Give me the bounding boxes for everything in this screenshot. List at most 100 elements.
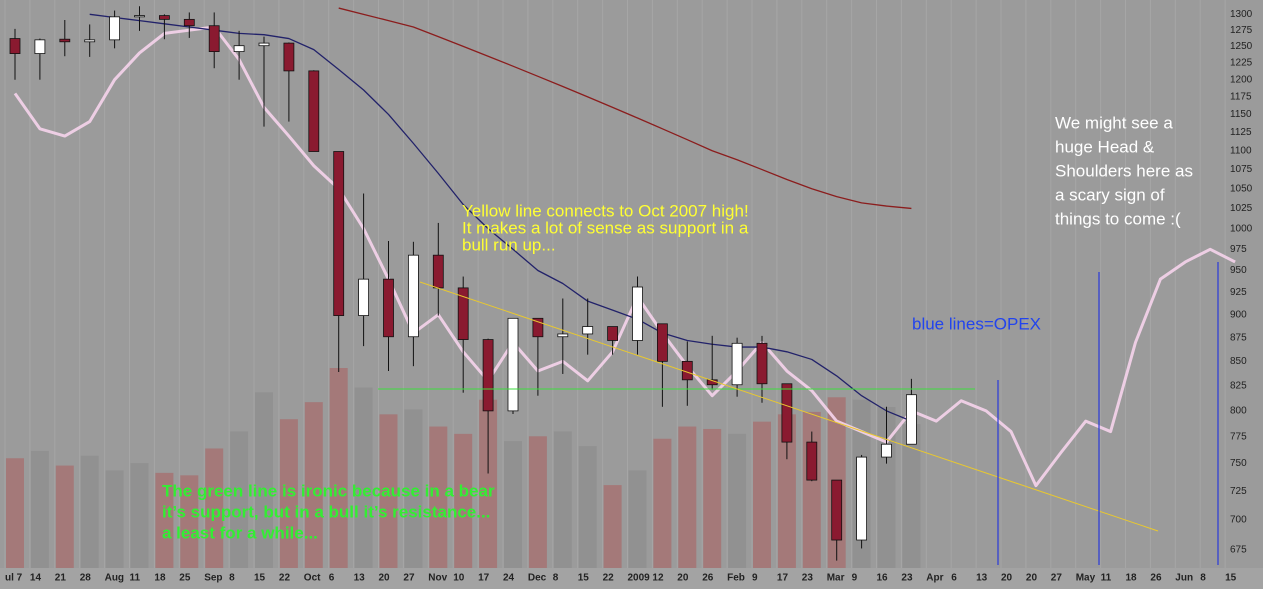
x-tick-label: 13 xyxy=(976,573,988,584)
candle-body xyxy=(457,287,469,340)
x-tick-label: 9 xyxy=(852,573,858,584)
x-tick-label: 8 xyxy=(1200,573,1206,584)
volume-bar xyxy=(155,472,174,568)
volume-bar xyxy=(479,399,498,568)
y-tick-label: 925 xyxy=(1230,287,1247,298)
candle-body xyxy=(881,443,892,458)
volume-bar xyxy=(504,441,522,568)
candle-body xyxy=(582,326,594,335)
annotations: Yellow line connects to Oct 2007 high!It… xyxy=(162,113,1193,542)
x-tick-label: Sep xyxy=(204,573,222,584)
x-tick-label: 25 xyxy=(179,573,191,584)
candle-body xyxy=(84,39,96,43)
volume-bar xyxy=(528,436,547,568)
annotation-blue: blue lines=OPEX xyxy=(912,314,1041,333)
annotation-yellow: Yellow line connects to Oct 2007 high! xyxy=(462,201,749,220)
x-tick-label: Aug xyxy=(105,573,124,584)
x-tick-label: 8 xyxy=(553,573,559,584)
candle-body xyxy=(407,254,419,338)
x-tick-label: Apr xyxy=(926,573,943,584)
x-tick-label: 15 xyxy=(254,573,266,584)
x-tick-label: 24 xyxy=(503,573,515,584)
volume-bar xyxy=(454,433,473,568)
volume-bar xyxy=(902,424,921,568)
x-tick-label: 20 xyxy=(677,573,689,584)
candle-body xyxy=(806,441,818,481)
candle-body xyxy=(358,278,370,316)
x-tick-label: 11 xyxy=(1101,573,1112,584)
y-tick-label: 725 xyxy=(1230,486,1247,497)
x-tick-label: 12 xyxy=(652,573,664,584)
x-tick-label: 20 xyxy=(1001,573,1013,584)
x-tick-label: Oct xyxy=(304,573,321,584)
x-tick-label: 17 xyxy=(777,573,789,584)
y-tick-label: 1100 xyxy=(1230,145,1252,156)
x-tick-label: Feb xyxy=(727,573,745,584)
y-tick-label: 1150 xyxy=(1230,109,1252,120)
candle-body xyxy=(59,38,71,43)
volume-bar xyxy=(105,470,124,568)
volume-bar xyxy=(130,463,149,568)
volume-bar xyxy=(578,446,597,568)
volume-bar xyxy=(180,475,199,568)
y-tick-label: 1300 xyxy=(1230,9,1253,20)
y-tick-label: 950 xyxy=(1230,265,1247,276)
annotation-white: a scary sign of xyxy=(1055,185,1165,204)
x-tick-label: 20 xyxy=(379,573,391,584)
y-tick-label: 1200 xyxy=(1230,74,1253,85)
candle-body xyxy=(158,15,170,20)
candle-body xyxy=(109,16,120,41)
volume-bar xyxy=(329,368,348,568)
x-tick-label: 27 xyxy=(403,573,415,584)
line-ma50 xyxy=(89,13,912,422)
candle-body xyxy=(756,342,768,385)
candle-body xyxy=(632,286,643,341)
yellow-trendline xyxy=(419,281,1159,532)
y-tick-label: 1250 xyxy=(1230,41,1253,52)
x-tick-label: 11 xyxy=(130,573,141,584)
y-tick-label: 1000 xyxy=(1230,223,1253,234)
volume-bar xyxy=(777,414,796,568)
annotation-yellow: bull run up... xyxy=(462,235,556,254)
candle-body xyxy=(308,70,320,152)
x-tick-label: 18 xyxy=(1126,573,1138,584)
volume-bar xyxy=(678,426,697,568)
y-tick-label: 900 xyxy=(1230,309,1247,320)
candle-body xyxy=(906,394,917,445)
y-tick-label: 850 xyxy=(1230,356,1247,367)
annotation-yellow: It makes a lot of sense as support in a xyxy=(462,218,749,237)
x-tick-label: 15 xyxy=(578,573,590,584)
volume-bar xyxy=(728,433,747,568)
x-tick-label: 6 xyxy=(329,573,335,584)
y-tick-label: 875 xyxy=(1230,332,1247,343)
candle-body xyxy=(657,323,668,362)
x-tick-label: 27 xyxy=(1051,573,1063,584)
x-tick-label: ul 7 xyxy=(5,573,23,584)
volume-bar xyxy=(279,419,298,568)
volume-bar xyxy=(653,438,672,568)
annotation-white: things to come :( xyxy=(1055,209,1181,228)
y-tick-label: 750 xyxy=(1230,458,1247,469)
volume-bar xyxy=(354,387,373,568)
candle-body xyxy=(9,38,21,54)
volume-bar xyxy=(205,448,224,568)
y-tick-label: 975 xyxy=(1230,244,1247,255)
volume-bar xyxy=(255,392,273,568)
y-tick-label: 1050 xyxy=(1230,183,1253,194)
candle-body xyxy=(233,45,245,53)
x-tick-label: 18 xyxy=(154,573,166,584)
y-tick-label: 1275 xyxy=(1230,25,1253,36)
y-tick-label: 1075 xyxy=(1230,164,1253,175)
volume xyxy=(6,368,921,568)
y-tick-label: 1175 xyxy=(1230,92,1252,103)
x-tick-label: 9 xyxy=(752,573,758,584)
volume-bar xyxy=(30,450,49,568)
x-tick-label: May xyxy=(1076,573,1096,584)
volume-bar xyxy=(379,414,398,568)
candle-body xyxy=(432,254,444,289)
volume-bar xyxy=(553,431,572,568)
candle-body xyxy=(134,15,145,18)
candle-body xyxy=(183,18,195,27)
